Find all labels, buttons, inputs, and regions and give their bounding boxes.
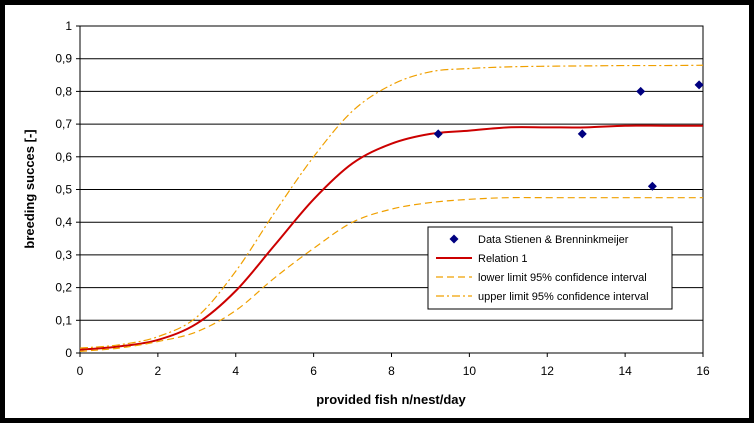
x-tick-labels: 0 2 4 6 8 10 12 14 16 — [77, 364, 710, 378]
y-tick-labels: 0 0,1 0,2 0,3 0,4 0,5 0,6 0,7 0,8 0,9 1 — [55, 19, 72, 360]
data-point — [636, 86, 646, 96]
y-tick-label: 0,8 — [55, 84, 72, 98]
x-tick-label: 2 — [155, 364, 162, 378]
y-tick-label: 0,6 — [55, 150, 72, 164]
x-tick-label: 14 — [618, 364, 632, 378]
legend-entry: lower limit 95% confidence interval — [478, 272, 647, 284]
series-points — [433, 80, 704, 191]
y-tick-label: 0,7 — [55, 117, 72, 131]
legend-box — [427, 226, 673, 310]
y-tick-label: 0,4 — [55, 215, 72, 229]
series-lines — [79, 64, 704, 352]
x-tick-label: 0 — [77, 364, 84, 378]
x-tick-label: 8 — [388, 364, 395, 378]
legend-entry: Relation 1 — [478, 253, 528, 265]
y-tick-label: 0,5 — [55, 183, 72, 197]
legend-entry: Data Stienen & Brenninkmeijer — [478, 234, 629, 246]
x-tick-label: 6 — [310, 364, 317, 378]
data-point — [433, 129, 443, 139]
y-axis-title: breeding succes [-] — [22, 129, 37, 248]
data-point — [647, 181, 657, 191]
y-tick-label: 0 — [65, 346, 72, 360]
x-axis-title: provided fish n/nest/day — [316, 392, 466, 407]
y-tick-label: 0,1 — [55, 313, 72, 327]
y-tick-label: 0,3 — [55, 248, 72, 262]
data-point — [577, 129, 587, 139]
axes — [76, 25, 704, 357]
series-line-upper-limit-95-confidence-interval — [79, 64, 704, 349]
y-tick-label: 1 — [65, 19, 72, 33]
legend: Data Stienen & Brenninkmeijer Relation 1 l… — [427, 226, 673, 310]
x-tick-label: 4 — [232, 364, 239, 378]
legend-swatch — [449, 234, 459, 244]
data-point — [694, 80, 704, 90]
y-tick-label: 0,2 — [55, 281, 72, 295]
series-line-relation-1 — [79, 124, 703, 351]
x-tick-label: 12 — [541, 364, 555, 378]
y-tick-label: 0,9 — [55, 52, 72, 66]
x-tick-label: 16 — [696, 364, 710, 378]
x-tick-label: 10 — [463, 364, 477, 378]
legend-entry: upper limit 95% confidence interval — [478, 291, 649, 303]
